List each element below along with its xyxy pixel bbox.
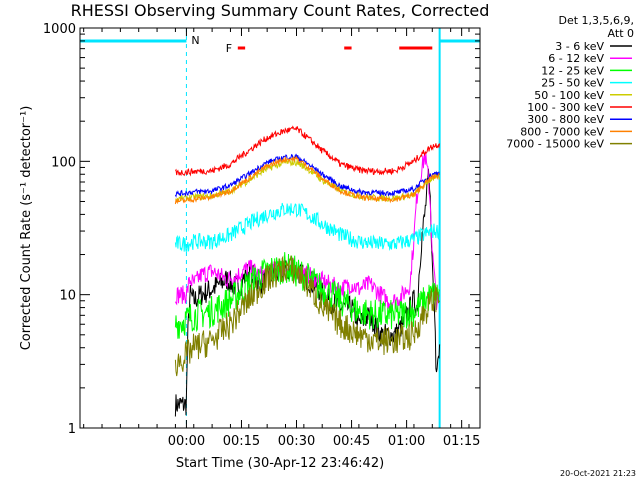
x-tick-label: 00:30 [278,434,315,449]
legend-entry-label-6: 300 - 800 keV [527,113,604,126]
y-tick-label: 100 [51,155,76,170]
x-tick-label: 00:00 [168,434,205,449]
y-axis-label: Corrected Count Rate (s⁻¹ detector⁻¹) [19,106,34,351]
y-tick-label: 10 [59,289,76,304]
y-tick-label: 1 [68,422,76,437]
flare-flag-label: F [226,42,232,55]
series-line-5 [174,125,441,177]
chart-title: RHESSI Observing Summary Count Rates, Co… [71,1,490,20]
timestamp: 20-Oct-2021 21:23 [560,469,636,478]
night-flag-label: N [191,34,199,47]
legend-entry-label-2: 12 - 25 keV [541,64,604,77]
series-line-7 [174,155,440,205]
y-tick-label: 1000 [43,22,76,37]
legend-entry-label-8: 7000 - 15000 keV [506,138,604,151]
legend-entry-label-1: 6 - 12 keV [548,52,604,65]
series-line-3 [174,202,441,252]
series-line-2 [174,252,441,339]
plot-frame [79,27,481,429]
series-line-8 [174,255,441,377]
legend-entry-label-4: 50 - 100 keV [534,89,604,102]
legend-entry-label-3: 25 - 50 keV [541,77,604,90]
x-tick-label: 00:45 [333,434,370,449]
series-line-6 [174,153,441,198]
x-tick-label: 00:15 [223,434,260,449]
x-tick-label: 01:00 [388,434,425,449]
x-axis-label: Start Time (30-Apr-12 23:46:42) [176,456,384,471]
legend-entry-label-5: 100 - 300 keV [527,101,604,114]
legend-entry-label-0: 3 - 6 keV [555,40,604,53]
x-tick-label: 01:15 [443,434,480,449]
legend-header-line-2: Att 0 [608,27,634,40]
legend-header-line-1: Det 1,3,5,6,9, [558,14,634,27]
series-line-4 [175,158,441,203]
legend-entry-label-7: 800 - 7000 keV [520,125,604,138]
